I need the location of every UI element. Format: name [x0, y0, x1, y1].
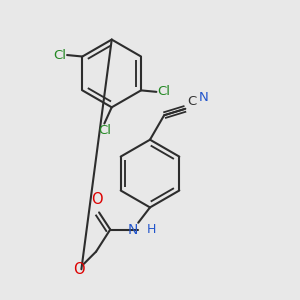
Text: O: O [73, 262, 84, 277]
Text: H: H [146, 223, 156, 236]
Text: C: C [187, 94, 196, 108]
Text: Cl: Cl [158, 85, 170, 98]
Text: O: O [91, 192, 103, 207]
Text: N: N [199, 91, 208, 104]
Text: Cl: Cl [98, 124, 111, 137]
Text: N: N [128, 223, 138, 236]
Text: Cl: Cl [53, 49, 66, 62]
